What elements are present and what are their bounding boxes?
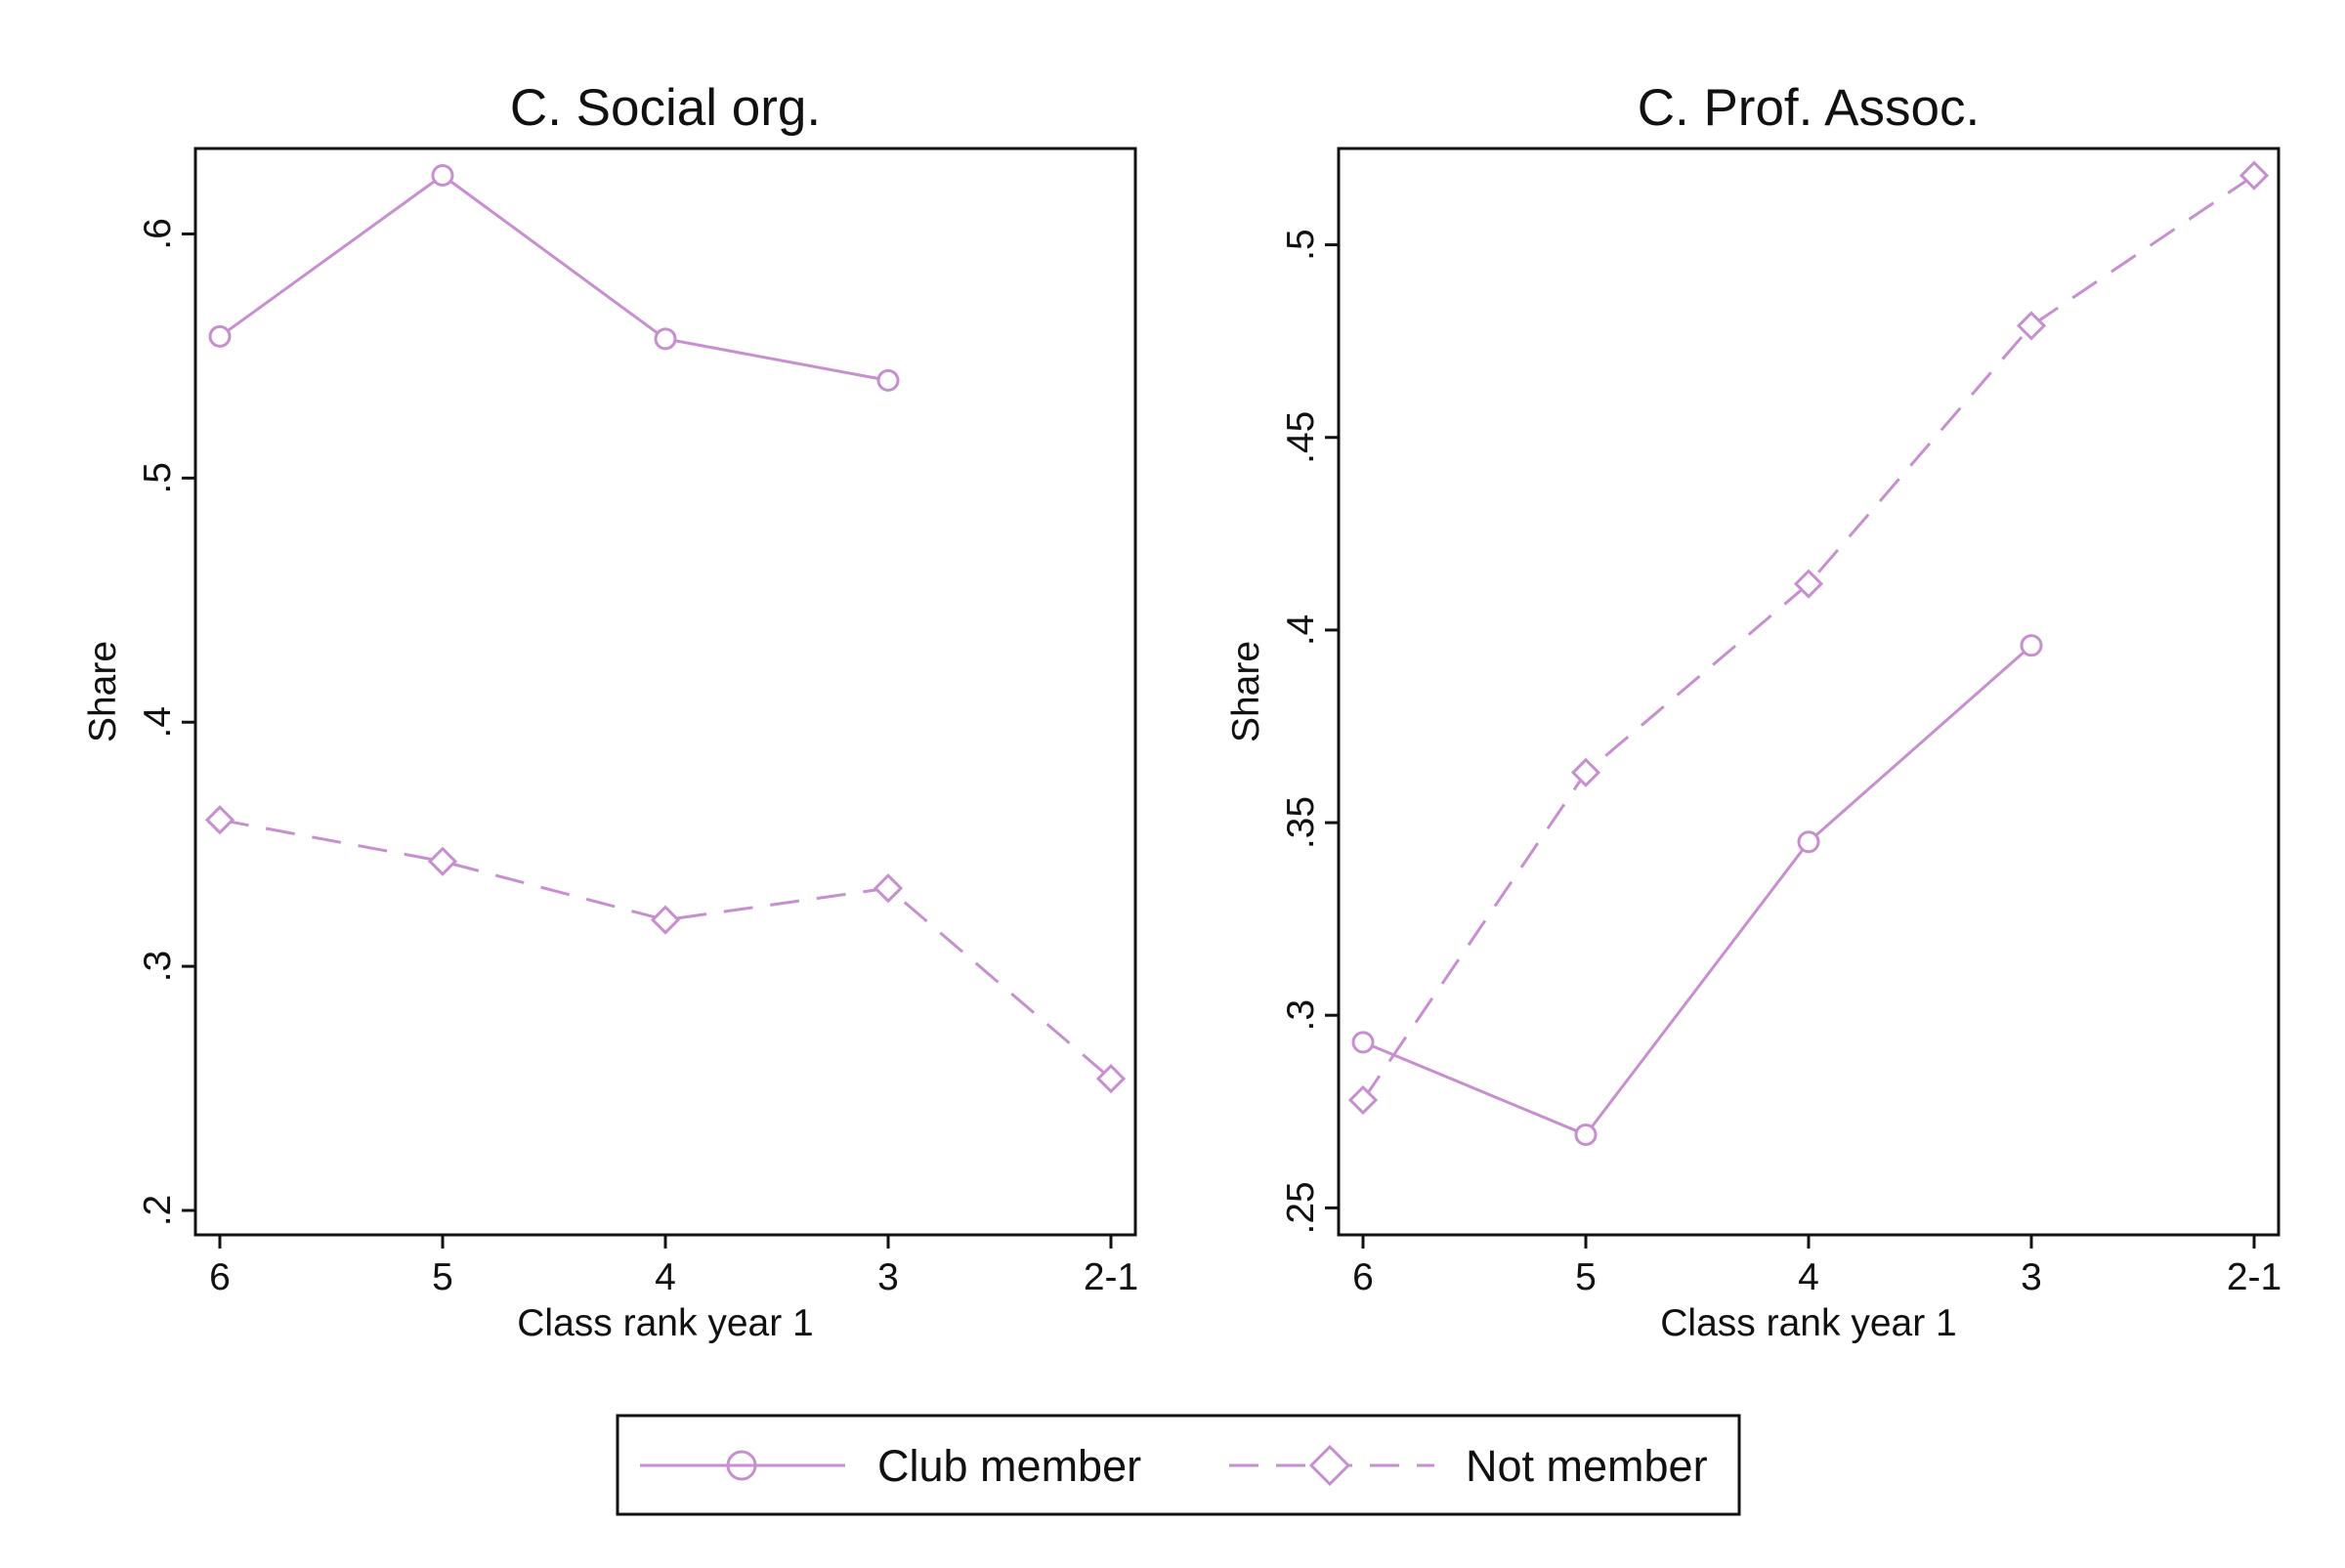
y-tick-label: .4 [137,706,179,739]
plot-frame [1337,147,2281,1237]
data-point-circle [208,324,232,348]
y-tick-label: .2 [137,1195,179,1227]
series-line-not-member [219,818,1112,1081]
y-tick-label: .5 [1280,229,1322,261]
data-point-circle [2020,634,2043,657]
data-point-diamond [427,846,458,876]
data-point-diamond [2238,160,2270,191]
legend-marker-diamond [1308,1444,1351,1487]
y-tick-label: .3 [1280,999,1322,1032]
data-point-diamond [650,905,681,935]
series-line-not-member [1361,174,2255,1101]
data-point-diamond [1570,757,1601,787]
data-point-circle [1574,1123,1598,1146]
data-point-diamond [2016,311,2047,341]
x-tick-label: 5 [1575,1256,1597,1298]
panel-marks: 6 5 4 3 2-1 .25 .3 .35 .4 .45 .5 [1280,160,2281,1298]
data-point-circle [1797,830,1820,854]
y-tick-label: .35 [1280,796,1322,849]
x-tick-label: 5 [432,1256,453,1298]
x-axis-label: Class rank year 1 [1660,1302,1956,1344]
data-point-diamond [1793,569,1824,599]
panel-marks: 6 5 4 3 2-1 .2 .3 .4 .5 .6 [137,163,1138,1298]
panel-prof-assoc: C. Prof. Assoc. Share Class rank year 1 … [1225,79,2281,1344]
x-axis-label: Class rank year 1 [517,1302,813,1344]
data-point-diamond [873,873,904,904]
x-tick-label: 4 [655,1256,676,1298]
plot-frame [193,147,1137,1237]
y-tick-label: .6 [137,218,179,250]
data-point-diamond [1095,1063,1127,1094]
x-tick-label: 6 [1352,1256,1374,1298]
data-point-diamond [1347,1084,1379,1116]
y-tick-label: .4 [1280,614,1322,647]
series-line-club-member [1362,644,2032,1137]
legend-marker-circle [726,1450,757,1481]
y-tick-label: .3 [137,951,179,983]
y-axis-label: Share [1225,641,1267,742]
legend: Club member Not member [616,1414,1741,1516]
x-tick-label: 3 [2021,1256,2042,1298]
series-line-club-member [219,173,889,382]
panel-title: C. Prof. Assoc. [1638,79,1981,137]
data-point-circle [431,163,454,187]
x-tick-label: 6 [209,1256,231,1298]
y-axis-label: Share [82,641,124,742]
data-point-circle [1351,1031,1375,1054]
data-point-circle [654,327,677,351]
x-tick-label: 3 [877,1256,899,1298]
x-tick-label: 2-1 [2227,1256,2281,1298]
legend-label-club-member: Club member [877,1441,1141,1491]
x-tick-label: 4 [1798,1256,1819,1298]
y-tick-label: .25 [1280,1181,1322,1234]
data-point-circle [876,368,900,392]
data-point-diamond [204,805,235,835]
y-tick-label: .45 [1280,411,1322,464]
panel-social-org: C. Social org. Share Class rank year 1 6… [82,79,1138,1344]
panel-title: C. Social org. [510,79,821,137]
x-tick-label: 2-1 [1084,1256,1138,1298]
y-tick-label: .5 [137,462,179,494]
legend-label-not-member: Not member [1466,1441,1708,1491]
